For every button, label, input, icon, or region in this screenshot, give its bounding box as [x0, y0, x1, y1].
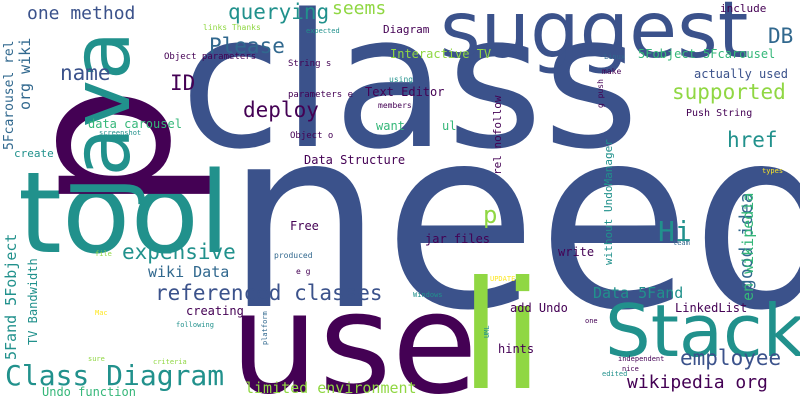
word-g-push: g push	[596, 79, 605, 108]
word-edited: edited	[602, 370, 628, 378]
word-suggest: suggest	[440, 0, 749, 76]
word-tool: tool	[18, 149, 231, 279]
word-hi: Hi	[658, 215, 692, 248]
word-write: write	[558, 245, 595, 259]
word-links-thanks: links Thanks	[203, 23, 261, 32]
word-class: class	[180, 0, 640, 190]
word-id: ID	[170, 71, 196, 95]
word-jar-files: jar files	[425, 232, 491, 246]
word-wikipedia-org: wikipedia org	[627, 372, 768, 393]
word-ul: ul	[442, 119, 457, 133]
word-text-editor: Text Editor	[365, 85, 445, 99]
word-href: href	[727, 128, 778, 152]
word-object-o: Object o	[290, 131, 334, 141]
word-expensive: expensive	[122, 240, 236, 264]
word-object-parameters: Object parameters	[164, 52, 257, 62]
word-stack: Stack	[605, 289, 800, 373]
word-please: Please	[209, 34, 285, 58]
word-5fcarousel-rel: 5Fcarousel rel	[2, 40, 17, 150]
word-deploy: deploy	[243, 98, 319, 122]
word-string-s: String s	[288, 59, 332, 69]
word-linkedlist: LinkedList	[675, 301, 748, 315]
word-criteria: criteria	[153, 358, 187, 366]
word-uml: UML	[483, 325, 491, 338]
word-windows: Windows	[413, 291, 443, 299]
word-create: create	[14, 147, 54, 160]
word-name: name	[60, 61, 111, 85]
word-creating: creating	[186, 304, 244, 318]
word-referenced-classes: referenced classes	[155, 281, 383, 305]
word-make: make	[602, 67, 622, 76]
word-members: members	[378, 101, 412, 110]
word-using: using	[389, 75, 414, 84]
word-li: li	[460, 250, 544, 400]
word-produced: produced	[274, 251, 313, 260]
word-5fobject-5fcarousel: 5Fobject 5Fcarousel	[638, 47, 776, 61]
word-one: one	[585, 317, 598, 325]
word-diagram: Diagram	[383, 23, 430, 36]
word-one-method: one method	[27, 3, 136, 24]
word-undo-function: Undo function	[42, 385, 136, 399]
word-employee: employee	[680, 346, 782, 370]
word-free: Free	[290, 219, 319, 233]
word-want: want	[376, 119, 405, 133]
word-actually-used: actually used	[694, 67, 788, 81]
word-limited-environment: limited environment	[245, 379, 417, 397]
word-following: following	[176, 321, 214, 329]
word-types: types	[762, 167, 784, 175]
word-file: file	[95, 250, 112, 258]
word-en-wikipedia: en wikipedia	[739, 192, 757, 301]
word-e-g: e g	[296, 267, 311, 276]
word-hints: hints	[498, 342, 535, 356]
word-platform: platform	[261, 311, 269, 345]
word-p-small: p	[483, 201, 498, 229]
word-team: team	[673, 239, 690, 247]
word-querying: querying	[228, 0, 330, 24]
word-data-structure: Data Structure	[304, 153, 406, 167]
word-db: DB	[768, 24, 794, 48]
word-parameters-e: parameters e	[288, 90, 354, 100]
word-add-undo: add Undo	[510, 301, 568, 315]
word-wiki-data: wiki Data	[148, 263, 230, 281]
word-interactive-tv: Interactive TV	[390, 47, 492, 61]
word-seems: seems	[332, 0, 387, 19]
word-rel-nofollow: rel nofollow	[491, 95, 504, 175]
word-data-carousel: data carousel	[88, 117, 182, 131]
word-expected: expected	[306, 27, 340, 35]
word-supported: supported	[672, 80, 786, 104]
word-include: include	[720, 2, 767, 15]
word-linux: Linux	[604, 53, 626, 61]
word-independent: independent	[618, 355, 665, 363]
word-tv-bandwidth: TV Bandwidth	[26, 258, 40, 345]
word-data-5fand: Data 5Fand	[593, 284, 684, 302]
word-5fand-5fobject: 5Fand 5Fobject	[2, 233, 20, 360]
word-without-undomanager: without UndoManager	[602, 139, 615, 265]
word-sure: sure	[88, 355, 105, 363]
word-mac: Mac	[95, 309, 108, 317]
word-java: Java	[55, 31, 148, 200]
word-push-string: Push String	[686, 108, 753, 119]
word-update: UPDATE	[490, 275, 516, 283]
word-nice: nice	[622, 365, 639, 373]
word-need: need	[225, 74, 800, 365]
word-class-diagram: Class Diagram	[5, 359, 225, 392]
word-use: use	[230, 263, 478, 400]
word-screenshot: screenshot	[99, 129, 142, 137]
word-org-wiki: org wiki	[16, 37, 34, 110]
